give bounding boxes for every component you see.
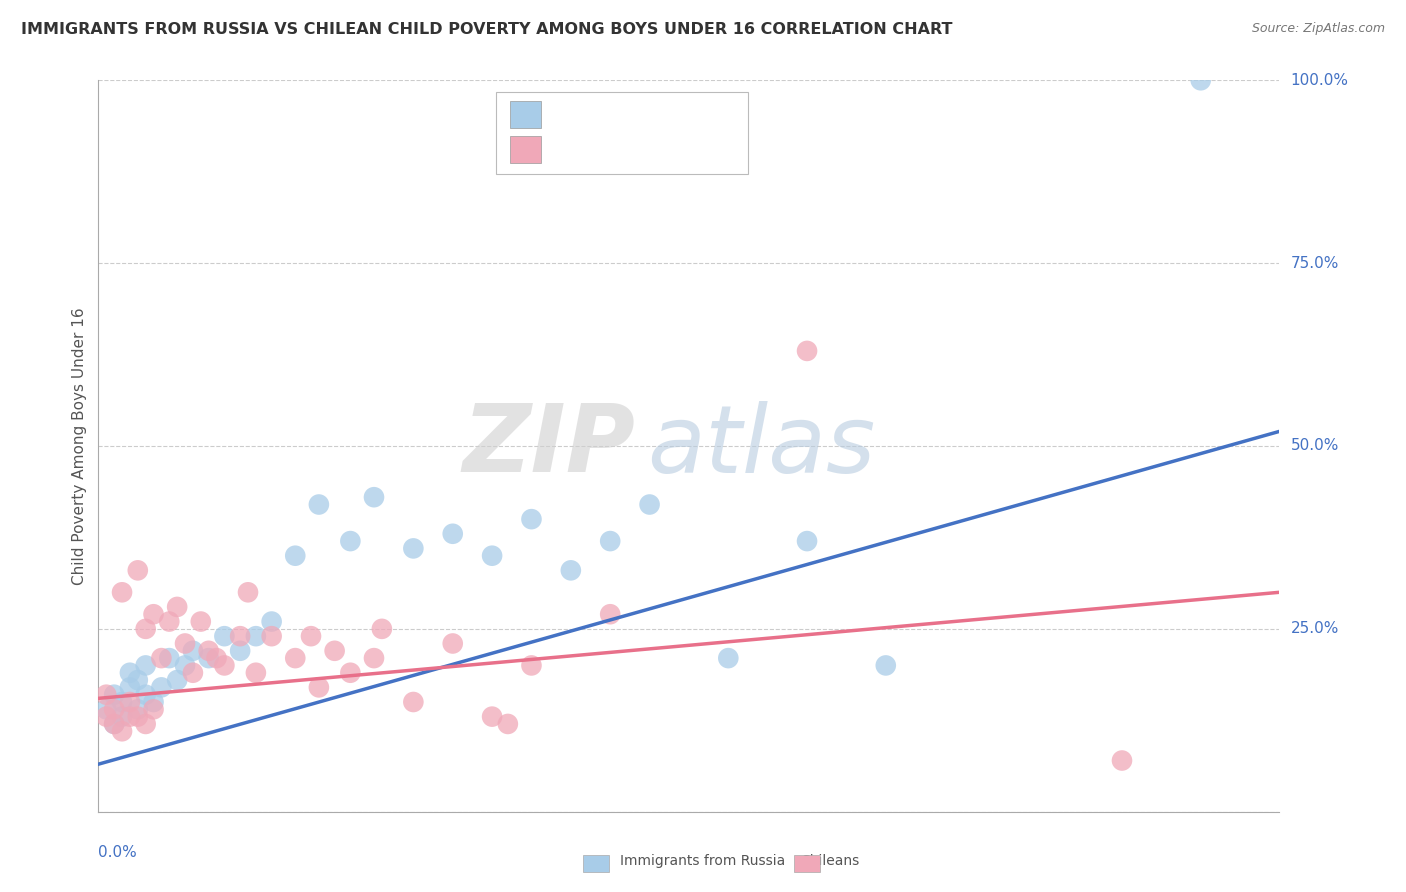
Point: [363, 490, 385, 504]
Text: Chileans: Chileans: [800, 854, 859, 868]
Point: [111, 695, 134, 709]
Point: [496, 717, 519, 731]
Point: [103, 688, 125, 702]
Point: [214, 629, 236, 643]
Point: [135, 717, 157, 731]
Text: R = 0.215   N = 42: R = 0.215 N = 42: [548, 138, 718, 156]
Point: [142, 695, 165, 709]
Text: R = 0.517   N = 37: R = 0.517 N = 37: [548, 103, 718, 120]
Text: ZIP: ZIP: [463, 400, 636, 492]
Point: [118, 665, 141, 680]
Point: [111, 709, 134, 723]
Point: [166, 673, 188, 687]
Point: [875, 658, 897, 673]
Point: [371, 622, 394, 636]
Point: [284, 651, 307, 665]
Point: [190, 615, 212, 629]
Point: [96, 688, 118, 702]
Point: [245, 629, 267, 643]
Point: [1189, 73, 1212, 87]
Point: [166, 599, 188, 614]
Point: [402, 541, 425, 556]
Point: [796, 343, 818, 358]
Point: [127, 709, 149, 723]
Point: [560, 563, 582, 577]
Point: [339, 665, 361, 680]
Point: [245, 665, 267, 680]
Point: [197, 644, 219, 658]
Point: [174, 658, 197, 673]
Text: Immigrants from Russia: Immigrants from Russia: [620, 854, 786, 868]
Point: [717, 651, 740, 665]
Point: [142, 607, 165, 622]
Point: [127, 673, 149, 687]
Point: [96, 702, 118, 716]
Point: [157, 615, 180, 629]
Point: [441, 636, 464, 650]
Point: [402, 695, 425, 709]
Text: atlas: atlas: [648, 401, 876, 491]
Point: [284, 549, 307, 563]
Point: [260, 629, 283, 643]
Point: [599, 607, 621, 622]
Point: [135, 688, 157, 702]
Point: [96, 709, 118, 723]
Point: [181, 644, 204, 658]
Point: [638, 498, 661, 512]
Point: [339, 534, 361, 549]
Point: [308, 498, 330, 512]
Point: [481, 709, 503, 723]
Point: [111, 724, 134, 739]
Point: [135, 622, 157, 636]
Text: 75.0%: 75.0%: [1291, 256, 1339, 270]
Point: [181, 665, 204, 680]
Point: [111, 585, 134, 599]
Point: [214, 658, 236, 673]
Text: 100.0%: 100.0%: [1291, 73, 1348, 87]
Text: 0.0%: 0.0%: [98, 845, 138, 860]
Point: [599, 534, 621, 549]
Point: [363, 651, 385, 665]
Point: [1111, 754, 1133, 768]
Point: [481, 549, 503, 563]
Text: Source: ZipAtlas.com: Source: ZipAtlas.com: [1251, 22, 1385, 36]
Point: [323, 644, 346, 658]
Point: [229, 629, 252, 643]
Point: [103, 717, 125, 731]
Point: [796, 534, 818, 549]
Y-axis label: Child Poverty Among Boys Under 16: Child Poverty Among Boys Under 16: [72, 307, 87, 585]
Text: 50.0%: 50.0%: [1291, 439, 1339, 453]
Point: [229, 644, 252, 658]
Point: [135, 658, 157, 673]
Point: [118, 681, 141, 695]
Point: [118, 709, 141, 723]
Point: [142, 702, 165, 716]
Point: [103, 717, 125, 731]
Point: [299, 629, 322, 643]
Point: [157, 651, 180, 665]
Point: [308, 681, 330, 695]
Point: [103, 702, 125, 716]
Point: [150, 651, 173, 665]
Point: [197, 651, 219, 665]
Point: [205, 651, 228, 665]
Point: [150, 681, 173, 695]
Point: [520, 658, 543, 673]
Point: [127, 563, 149, 577]
Point: [127, 702, 149, 716]
Point: [260, 615, 283, 629]
Text: 25.0%: 25.0%: [1291, 622, 1339, 636]
Text: IMMIGRANTS FROM RUSSIA VS CHILEAN CHILD POVERTY AMONG BOYS UNDER 16 CORRELATION : IMMIGRANTS FROM RUSSIA VS CHILEAN CHILD …: [21, 22, 953, 37]
Point: [520, 512, 543, 526]
Point: [174, 636, 197, 650]
Point: [118, 695, 141, 709]
Point: [441, 526, 464, 541]
Point: [236, 585, 259, 599]
